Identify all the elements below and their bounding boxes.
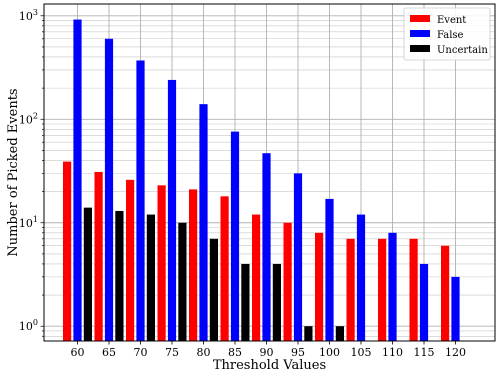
bar-false-70	[136, 60, 145, 341]
bar-event-110	[378, 238, 387, 341]
bar-event-65	[94, 171, 103, 341]
bar-false-60	[73, 19, 82, 342]
x-tick-label: 115	[414, 346, 435, 359]
bar-uncertain-75	[178, 222, 187, 341]
bar-uncertain-65	[115, 210, 124, 341]
x-tick-label: 65	[102, 346, 116, 359]
bar-uncertain-85	[241, 263, 250, 341]
bar-event-120	[441, 245, 450, 341]
x-tick-label: 90	[260, 346, 274, 359]
bar-uncertain-100	[335, 326, 344, 341]
x-tick-label: 75	[165, 346, 179, 359]
x-tick-label: 120	[445, 346, 466, 359]
x-tick-label: 60	[71, 346, 85, 359]
legend-swatch-uncertain	[410, 45, 430, 52]
bar-false-65	[104, 38, 114, 341]
bar-false-75	[167, 79, 177, 342]
y-tick-label: 101	[19, 215, 38, 230]
bar-event-75	[157, 185, 166, 341]
bar-false-90	[262, 153, 271, 341]
legend-label-event: Event	[437, 15, 466, 26]
bar-false-100	[325, 198, 334, 341]
x-tick-label: 105	[351, 346, 372, 359]
bar-uncertain-90	[272, 263, 281, 341]
x-tick-label: 70	[134, 346, 148, 359]
y-tick-label: 100	[19, 318, 38, 333]
bar-uncertain-60	[83, 207, 92, 341]
bar-false-95	[293, 173, 303, 341]
bar-false-105	[356, 214, 366, 341]
x-axis-label: Threshold Values	[213, 358, 326, 373]
y-ticks: 100 101 102 103	[19, 8, 44, 337]
bar-false-85	[230, 131, 240, 341]
legend-label-false: False	[437, 30, 464, 41]
x-tick-label: 85	[228, 346, 242, 359]
y-axis-label: Number of Picked Events	[6, 88, 21, 256]
bar-uncertain-70	[146, 214, 155, 341]
legend-swatch-false	[410, 30, 430, 37]
plot-frame	[43, 3, 496, 342]
legend-swatch-event	[410, 15, 430, 22]
x-tick-label: 95	[291, 346, 305, 359]
bar-event-70	[126, 179, 135, 341]
bar-event-105	[346, 238, 355, 341]
x-tick-label: 100	[319, 346, 340, 359]
y-tick-label: 103	[19, 8, 38, 23]
x-tick-label: 80	[197, 346, 211, 359]
bar-false-80	[199, 104, 208, 342]
bar-uncertain-95	[304, 326, 313, 341]
bar-false-120	[451, 276, 460, 341]
bar-false-115	[419, 263, 429, 341]
bar-event-80	[189, 189, 198, 341]
bars	[63, 19, 460, 342]
x-ticks: 60 65 70 75 80 85 90 95 100 105 110 115 120	[71, 341, 466, 359]
bar-event-115	[409, 238, 418, 341]
bar-event-90	[252, 214, 261, 341]
bar-event-95	[283, 222, 292, 341]
x-tick-label: 110	[382, 346, 403, 359]
legend-label-uncertain: Uncertain	[437, 45, 488, 56]
bar-event-100	[315, 232, 324, 341]
bar-uncertain-80	[209, 238, 218, 341]
bar-event-85	[220, 196, 229, 341]
bar-event-60	[63, 161, 72, 341]
bar-false-110	[388, 232, 397, 341]
y-tick-label: 102	[19, 111, 38, 126]
legend: Event False Uncertain	[403, 7, 491, 61]
